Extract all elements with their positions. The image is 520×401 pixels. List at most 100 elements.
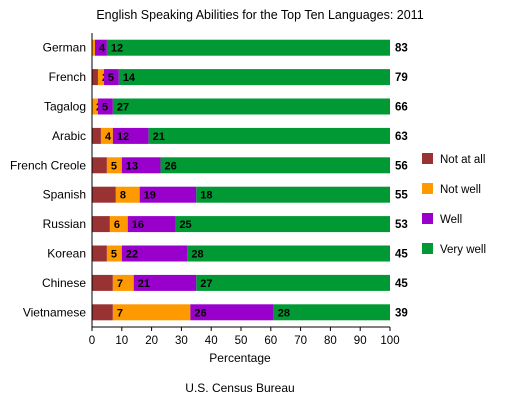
- data-label: 5: [108, 72, 114, 84]
- bar-segment: [112, 304, 191, 321]
- data-label: 4: [99, 43, 106, 55]
- bar-segment: [92, 304, 113, 321]
- x-axis-label: Percentage: [209, 351, 271, 365]
- bar-segment: [109, 216, 128, 233]
- bar-segment: [112, 98, 391, 115]
- category-label: Spanish: [43, 188, 86, 202]
- bar-segment: [92, 186, 116, 203]
- category-label: Vietnamese: [23, 305, 86, 319]
- bar-segment: [273, 304, 390, 321]
- total-label: 79: [395, 72, 408, 84]
- bar-segment: [100, 127, 113, 144]
- total-label: 83: [395, 43, 408, 55]
- x-tick-label: 40: [205, 335, 218, 347]
- data-label: 21: [138, 278, 150, 290]
- data-label: 5: [102, 102, 108, 114]
- legend-swatch: [422, 153, 433, 164]
- data-label: 5: [111, 249, 117, 261]
- bar-segment: [121, 157, 161, 174]
- bar-segment: [196, 274, 390, 291]
- total-label: 45: [395, 278, 408, 290]
- bar-segment: [92, 39, 95, 56]
- legend-swatch: [422, 183, 433, 194]
- x-tick-label: 90: [354, 335, 367, 347]
- bar-segment: [106, 39, 391, 56]
- x-tick-label: 100: [380, 335, 399, 347]
- bar-segment: [139, 186, 197, 203]
- total-label: 63: [395, 131, 408, 143]
- bar-segment: [92, 245, 107, 262]
- total-label: 56: [395, 160, 408, 172]
- x-tick-label: 10: [115, 335, 128, 347]
- bar-segment: [103, 69, 119, 86]
- data-label: 16: [132, 219, 144, 231]
- bar-segment: [92, 274, 113, 291]
- bar-segment: [92, 127, 101, 144]
- data-label: 12: [117, 131, 129, 143]
- data-label: 28: [278, 307, 290, 319]
- total-label: 66: [395, 102, 408, 114]
- legend-swatch: [422, 213, 433, 224]
- bar-segment: [106, 157, 122, 174]
- bar-segment: [92, 157, 107, 174]
- category-label: Russian: [43, 217, 86, 231]
- x-axis: 0 10 20 30 40 50 60 70 80 90 100: [89, 33, 400, 347]
- bar-segment: [196, 186, 390, 203]
- data-label: 28: [191, 249, 203, 261]
- category-label: German: [43, 41, 86, 55]
- x-tick-label: 20: [145, 335, 158, 347]
- bars-layer: German141283French251479Tagalog252766Ara…: [10, 39, 408, 321]
- total-label: 55: [395, 190, 408, 202]
- bar-segment: [160, 157, 390, 174]
- category-label: Korean: [47, 247, 86, 261]
- data-label: 6: [114, 219, 120, 231]
- data-label: 22: [126, 249, 138, 261]
- data-label: 5: [111, 160, 117, 172]
- legend-label: Very well: [440, 244, 486, 256]
- x-tick-label: 70: [294, 335, 307, 347]
- bar-segment: [175, 216, 390, 233]
- total-label: 39: [395, 307, 408, 319]
- legend-label: Not well: [440, 184, 481, 196]
- legend-label: Well: [440, 214, 462, 226]
- total-label: 53: [395, 219, 408, 231]
- legend: Not at all Not well Well Very well: [422, 153, 486, 256]
- bar-segment: [92, 69, 98, 86]
- category-label: Tagalog: [44, 100, 86, 114]
- bar-segment: [112, 127, 149, 144]
- total-label: 45: [395, 249, 408, 261]
- bar-segment: [187, 245, 390, 262]
- bar-segment: [112, 274, 134, 291]
- bar-segment: [133, 274, 197, 291]
- data-label: 18: [200, 190, 212, 202]
- x-tick-label: 50: [235, 335, 248, 347]
- bar-segment: [97, 98, 113, 115]
- data-label: 4: [105, 131, 112, 143]
- data-label: 25: [179, 219, 191, 231]
- x-tick-label: 80: [324, 335, 337, 347]
- x-tick-label: 0: [89, 335, 95, 347]
- data-label: 13: [126, 160, 138, 172]
- data-label: 8: [120, 190, 126, 202]
- data-label: 19: [144, 190, 156, 202]
- chart-title: English Speaking Abilities for the Top T…: [96, 8, 423, 22]
- bar-segment: [97, 69, 104, 86]
- data-label: 27: [200, 278, 212, 290]
- bar-segment: [121, 245, 188, 262]
- data-label: 27: [117, 102, 129, 114]
- category-label: French Creole: [10, 158, 86, 172]
- data-label: 7: [117, 278, 123, 290]
- legend-label: Not at all: [440, 154, 485, 166]
- data-label: 7: [117, 307, 123, 319]
- category-label: French: [49, 70, 86, 84]
- legend-swatch: [422, 243, 433, 254]
- x-tick-label: 60: [264, 335, 277, 347]
- bar-segment: [106, 245, 122, 262]
- category-label: Arabic: [52, 129, 86, 143]
- data-label: 21: [153, 131, 165, 143]
- category-label: Chinese: [42, 276, 86, 290]
- bar-segment: [148, 127, 390, 144]
- bar-segment: [115, 186, 140, 203]
- bar-segment: [127, 216, 176, 233]
